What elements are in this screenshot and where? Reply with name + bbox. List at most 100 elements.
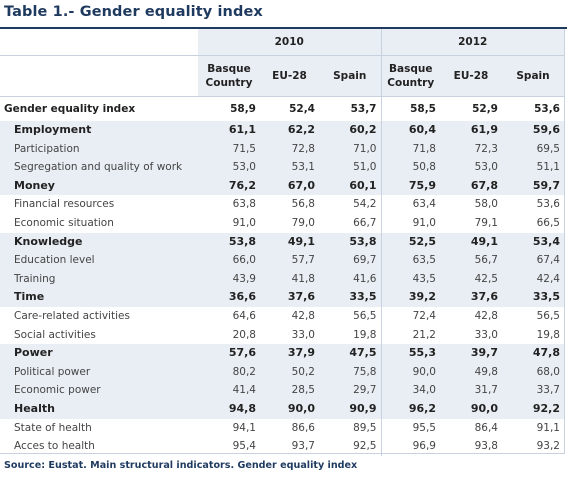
table-body: Gender equality index 58,9 52,4 53,7 58,5 52,… <box>0 96 564 456</box>
table-right-border <box>564 29 565 454</box>
value-cell: 37,9 <box>260 344 319 363</box>
value-cell: 31,7 <box>440 381 502 400</box>
col-header-spain-2012: Spain <box>502 55 564 97</box>
value-cell: 56,7 <box>440 251 502 270</box>
value-cell: 64,6 <box>232 309 256 322</box>
col-header-basque-2010: Basque Country <box>198 55 260 97</box>
row-label: Health <box>0 399 198 419</box>
value-cell: 53,8 <box>198 232 260 252</box>
value-cell: 53,8 <box>319 232 382 252</box>
table-row: Training 43,9 41,8 41,6 43,5 42,5 42,4 <box>0 269 564 289</box>
row-label: Time <box>0 288 198 307</box>
value-cell: 95,5 <box>412 421 436 434</box>
value-cell: 47,8 <box>502 344 564 363</box>
value-cell: 53,0 <box>440 158 502 177</box>
value-cell: 94,8 <box>198 399 260 419</box>
header-blank-cell <box>0 29 198 56</box>
value-cell: 69,5 <box>502 139 564 159</box>
value-cell: 95,4 <box>232 440 256 453</box>
table-row: Political power 80,2 50,2 75,8 90,0 49,8 68,0 <box>0 362 564 382</box>
value-cell: 58,9 <box>198 96 260 121</box>
value-cell: 72,8 <box>260 139 319 159</box>
value-cell: 50,2 <box>260 362 319 382</box>
value-cell: 96,2 <box>381 399 440 419</box>
value-cell: 28,5 <box>260 381 319 400</box>
value-cell: 42,4 <box>502 269 564 289</box>
value-cell: 56,5 <box>536 309 560 322</box>
value-cell: 33,0 <box>474 328 498 341</box>
value-cell: 75,9 <box>381 176 440 196</box>
value-cell: 20,8 <box>232 328 256 341</box>
table-row: Acces to health 95,4 93,7 92,5 96,9 93,8 93,2 <box>0 437 564 456</box>
value-cell: 52,5 <box>381 232 440 252</box>
value-cell: 79,0 <box>291 216 315 229</box>
value-cell: 59,7 <box>502 176 564 196</box>
table-row: Health 94,8 90,0 90,9 96,2 90,0 92,2 <box>0 399 564 419</box>
row-label: Gender equality index <box>0 96 198 121</box>
col-header-basque-2012: Basque Country <box>381 55 440 97</box>
value-cell: 75,8 <box>319 362 382 382</box>
value-cell: 92,2 <box>502 399 564 419</box>
value-cell: 53,6 <box>536 198 560 211</box>
value-cell: 34,0 <box>381 381 440 400</box>
value-cell: 37,6 <box>440 288 502 307</box>
row-label: Financial resources <box>14 198 115 211</box>
value-cell: 55,3 <box>381 344 440 363</box>
value-cell: 89,5 <box>319 418 382 438</box>
row-label: Education level <box>0 251 198 270</box>
row-label: Economic power <box>0 381 198 400</box>
value-cell: 42,8 <box>474 309 498 322</box>
value-cell: 60,1 <box>319 176 382 196</box>
value-cell: 72,4 <box>412 309 436 322</box>
value-cell: 86,4 <box>474 421 498 434</box>
value-cell: 96,9 <box>412 440 436 453</box>
value-cell: 90,0 <box>440 399 502 419</box>
value-cell: 43,9 <box>198 269 260 289</box>
value-cell: 29,7 <box>319 381 382 400</box>
row-label: Power <box>0 344 198 363</box>
value-cell: 21,2 <box>412 328 436 341</box>
value-cell: 39,7 <box>440 344 502 363</box>
value-cell: 53,6 <box>502 96 564 121</box>
value-cell: 58,5 <box>381 96 440 121</box>
row-label: Training <box>0 269 198 289</box>
value-cell: 60,4 <box>381 121 440 140</box>
value-cell: 33,5 <box>319 288 382 307</box>
value-cell: 56,8 <box>291 198 315 211</box>
value-cell: 90,0 <box>260 399 319 419</box>
bottom-rule <box>0 453 564 454</box>
value-cell: 57,7 <box>260 251 319 270</box>
table-row: Participation 71,5 72,8 71,0 71,8 72,3 69,5 <box>0 139 564 159</box>
year-header-2012: 2012 <box>381 29 564 56</box>
table-row: Economic power 41,4 28,5 29,7 34,0 31,7 33,7 <box>0 381 564 400</box>
value-cell: 47,5 <box>319 344 382 363</box>
value-cell: 53,4 <box>502 232 564 252</box>
value-cell: 60,2 <box>319 121 382 140</box>
row-label: Acces to health <box>14 440 95 453</box>
value-cell: 49,1 <box>260 232 319 252</box>
value-cell: 43,5 <box>381 269 440 289</box>
table-row: Employment 61,1 62,2 60,2 60,4 61,9 59,6 <box>0 121 564 140</box>
value-cell: 41,6 <box>319 269 382 289</box>
value-cell: 52,9 <box>440 96 502 121</box>
value-cell: 68,0 <box>502 362 564 382</box>
year-header-row: 2010 2012 <box>0 29 564 56</box>
table-row: Knowledge 53,8 49,1 53,8 52,5 49,1 53,4 <box>0 232 564 252</box>
value-cell: 51,0 <box>319 158 382 177</box>
gender-equality-table: 2010 2012 Basque Country EU-28 Spain Basq… <box>0 29 564 456</box>
value-cell: 90,9 <box>319 399 382 419</box>
table-row: Care-related activities 64,6 42,8 56,5 72,4 4… <box>0 306 564 326</box>
value-cell: 63,4 <box>412 198 436 211</box>
value-cell: 19,8 <box>536 328 560 341</box>
table-row: Time 36,6 37,6 33,5 39,2 37,6 33,5 <box>0 288 564 307</box>
value-cell: 39,2 <box>381 288 440 307</box>
value-cell: 72,3 <box>440 139 502 159</box>
value-cell: 93,7 <box>291 440 315 453</box>
value-cell: 80,2 <box>198 362 260 382</box>
value-cell: 41,4 <box>198 381 260 400</box>
value-cell: 56,5 <box>319 306 382 326</box>
col-header-line1: Basque <box>389 63 433 75</box>
col-header-line2: Country <box>205 77 253 89</box>
title-rule <box>0 27 567 29</box>
value-cell: 63,8 <box>232 198 256 211</box>
